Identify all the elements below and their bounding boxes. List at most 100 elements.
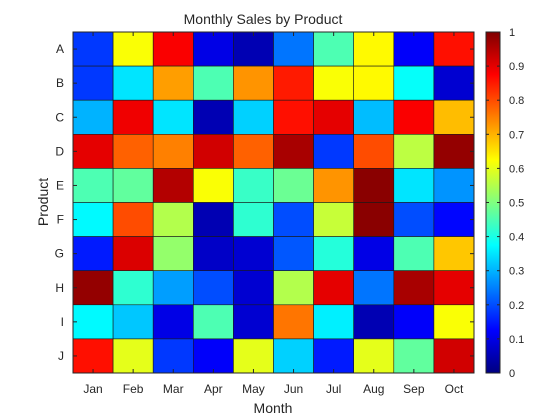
heatmap-cell-F-Jan	[72, 202, 114, 237]
heatmap-cell-G-Apr	[193, 236, 234, 272]
heatmap-cell-J-Sep	[393, 338, 435, 374]
heatmap-cell-G-Aug	[353, 236, 395, 272]
heatmap-cell-B-Sep	[393, 65, 435, 101]
heatmap-cell-J-May	[233, 338, 274, 374]
heatmap-cell-A-Aug	[353, 31, 395, 67]
y-tick-label-I: I	[61, 315, 64, 329]
heatmap-cell-E-Oct	[433, 168, 475, 203]
colorbar-tick-label: 0.7	[509, 129, 524, 141]
heatmap-cell-J-Oct	[433, 338, 475, 374]
heatmap-cell-E-Sep	[393, 168, 435, 203]
heatmap-cell-H-Aug	[353, 270, 395, 306]
x-tick-label-Jul: Jul	[326, 382, 341, 396]
y-tick-label-D: D	[55, 144, 64, 158]
colorbar-ticks: 0 0.1 0.2 0.3 0.4 0.5 0.6 0.7 0.8 0.9 1	[486, 27, 524, 380]
heatmap-cell-B-Aug	[353, 65, 395, 101]
heatmap-cell-D-Jul	[313, 134, 355, 169]
heatmap-cell-H-Jun	[273, 270, 314, 306]
heatmap-cell-B-Jan	[72, 65, 114, 101]
heatmap-cell-I-Oct	[433, 304, 475, 340]
heatmap-cell-J-Mar	[152, 338, 194, 374]
heatmap-cell-C-Jan	[72, 99, 114, 135]
heatmap-cell-H-Jan	[72, 270, 114, 306]
x-tick-label-Aug: Aug	[363, 382, 384, 396]
x-tick-label-Oct: Oct	[445, 382, 464, 396]
heatmap-cell-B-Feb	[112, 65, 154, 101]
heatmap-cell-A-Sep	[393, 31, 435, 67]
heatmap-cell-I-May	[233, 304, 274, 340]
colorbar-tick-label: 0.2	[509, 300, 524, 312]
y-tick-label-F: F	[57, 213, 64, 227]
heatmap-cell-A-Apr	[193, 31, 234, 67]
heatmap-cell-J-Jul	[313, 338, 355, 374]
heatmap-cell-G-May	[233, 236, 274, 272]
heatmap-cell-G-Mar	[152, 236, 194, 272]
heatmap-cell-G-Oct	[433, 236, 475, 272]
x-tick-label-Jan: Jan	[83, 382, 102, 396]
heatmap-cell-D-Aug	[353, 134, 395, 169]
heatmap-cell-F-Oct	[433, 202, 475, 237]
heatmap-cell-C-Feb	[112, 99, 154, 135]
heatmap-cell-I-Feb	[112, 304, 154, 340]
y-tick-label-C: C	[55, 110, 64, 124]
heatmap-cell-G-Jul	[313, 236, 355, 272]
heatmap-cell-G-Jan	[72, 236, 114, 272]
heatmap-cell-H-May	[233, 270, 274, 306]
x-tick-label-Mar: Mar	[163, 382, 184, 396]
heatmap-cell-D-Sep	[393, 134, 435, 169]
heatmap-cell-F-Aug	[353, 202, 395, 237]
heatmap-cell-J-Feb	[112, 338, 154, 374]
heatmap-cell-B-Mar	[152, 65, 194, 101]
heatmap-cell-C-Mar	[152, 99, 194, 135]
y-tick-label-H: H	[55, 281, 64, 295]
heatmap-cell-F-Jun	[273, 202, 314, 237]
heatmap-cell-H-Apr	[193, 270, 234, 306]
heatmap-cell-C-May	[233, 99, 274, 135]
heatmap-cell-B-May	[233, 65, 274, 101]
heatmap-cell-J-Jan	[72, 338, 114, 374]
x-tick-label-Feb: Feb	[123, 382, 144, 396]
colorbar-tick-label: 0	[509, 368, 515, 380]
heatmap-cell-C-Apr	[193, 99, 234, 135]
heatmap-cell-E-May	[233, 168, 274, 203]
heatmap-cell-A-Jun	[273, 31, 314, 67]
colorbar-tick-label: 0.3	[509, 266, 524, 278]
heatmap-cell-C-Aug	[353, 99, 395, 135]
heatmap-cell-I-Sep	[393, 304, 435, 340]
y-tick-label-E: E	[56, 178, 64, 192]
heatmap-cell-I-Jul	[313, 304, 355, 340]
colorbar-tick-label: 0.4	[509, 232, 524, 244]
heatmap-cell-A-Jan	[72, 31, 114, 67]
heatmap-cell-I-Jun	[273, 304, 314, 340]
heatmap-cell-G-Sep	[393, 236, 435, 272]
y-axis-label: Product	[35, 178, 51, 226]
y-tick-label-B: B	[56, 76, 64, 90]
heatmap-cell-F-Sep	[393, 202, 435, 237]
heatmap-cell-J-Apr	[193, 338, 234, 374]
x-tick-label-Jun: Jun	[284, 382, 303, 396]
heatmap-cell-H-Jul	[313, 270, 355, 306]
heatmap-cell-E-Jul	[313, 168, 355, 203]
x-tick-label-Sep: Sep	[403, 382, 425, 396]
y-tick-label-A: A	[56, 42, 64, 56]
heatmap-cell-C-Jul	[313, 99, 355, 135]
heatmap-cell-E-Apr	[193, 168, 234, 203]
heatmap-cell-F-Mar	[152, 202, 194, 237]
heatmap-cell-H-Mar	[152, 270, 194, 306]
heatmap-cell-F-May	[233, 202, 274, 237]
heatmap-cell-J-Jun	[273, 338, 314, 374]
heatmap-cell-F-Jul	[313, 202, 355, 237]
heatmap-cell-I-Jan	[72, 304, 114, 340]
heatmap-cell-D-Jan	[72, 134, 114, 169]
colorbar-tick-label: 0.9	[509, 61, 524, 73]
heatmap-cell-G-Jun	[273, 236, 314, 272]
heatmap-cell-I-Aug	[353, 304, 395, 340]
heatmap-cell-C-Oct	[433, 99, 475, 135]
heatmap-cells	[72, 31, 475, 374]
heatmap-cell-D-Feb	[112, 134, 154, 169]
chart-title: Monthly Sales by Product	[184, 11, 343, 27]
heatmap-cell-A-Feb	[112, 31, 154, 67]
heatmap-cell-C-Jun	[273, 99, 314, 135]
